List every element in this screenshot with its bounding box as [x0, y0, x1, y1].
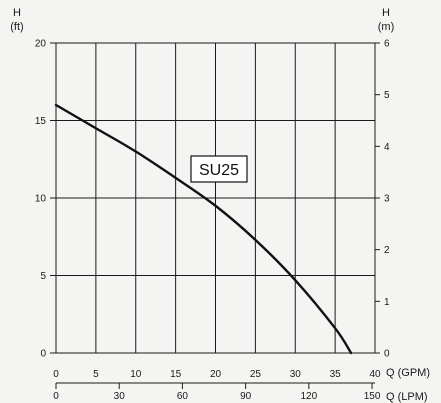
grid-layer [55, 42, 376, 384]
left-axis-tick-label: 5 [40, 271, 46, 282]
series-layer: SU25 [54, 103, 353, 355]
x-axis-secondary-tick-label: 150 [364, 391, 381, 402]
x-axis-primary-label: Q (GPM) [386, 367, 430, 379]
right-axis-tick-label: 0 [384, 349, 390, 360]
x-axis-primary-tick-label: 15 [170, 369, 182, 380]
left-axis-tick-label: 10 [35, 194, 47, 205]
x-axis-primary-tick-label: 25 [250, 369, 262, 380]
x-axis-primary-tick-label: 35 [330, 369, 342, 380]
x-axis-primary-tick-label: 40 [369, 369, 381, 380]
x-axis-secondary-tick-label: 0 [53, 391, 59, 402]
series-curve [54, 103, 353, 355]
x-axis-secondary-tick-label: 60 [177, 391, 189, 402]
x-axis-primary-tick-label: 10 [130, 369, 142, 380]
right-axis-tick-label: 5 [384, 90, 390, 101]
right-axis-tick-label: 3 [384, 194, 390, 205]
x-axis-primary-tick-label: 5 [93, 369, 99, 380]
x-axis-secondary-tick-label: 90 [240, 391, 252, 402]
x-axis-primary-tick-label: 0 [53, 369, 59, 380]
right-axis-tick-label: 6 [384, 39, 390, 50]
right-axis-tick-label: 4 [384, 142, 390, 153]
x-axis-secondary-label: Q (LPM) [386, 391, 428, 403]
right-axis-tick-label: 1 [384, 297, 390, 308]
left-axis-title-bottom: (ft) [10, 21, 23, 33]
right-axis-title-top: H [382, 7, 390, 19]
x-axis-secondary-tick-label: 30 [114, 391, 126, 402]
right-axis-title-bottom: (m) [378, 21, 395, 33]
left-axis-tick-label: 0 [40, 349, 46, 360]
left-axis-tick-label: 15 [35, 116, 47, 127]
left-axis-tick-label: 20 [35, 39, 47, 50]
left-axis-title-top: H [13, 7, 21, 19]
series-label: SU25 [199, 162, 239, 179]
right-axis-tick-label: 2 [384, 245, 390, 256]
x-axis-primary-tick-label: 20 [210, 369, 222, 380]
x-axis-primary-tick-label: 30 [290, 369, 302, 380]
series-label-box [190, 155, 248, 183]
x-axis-secondary-tick-label: 120 [300, 391, 317, 402]
